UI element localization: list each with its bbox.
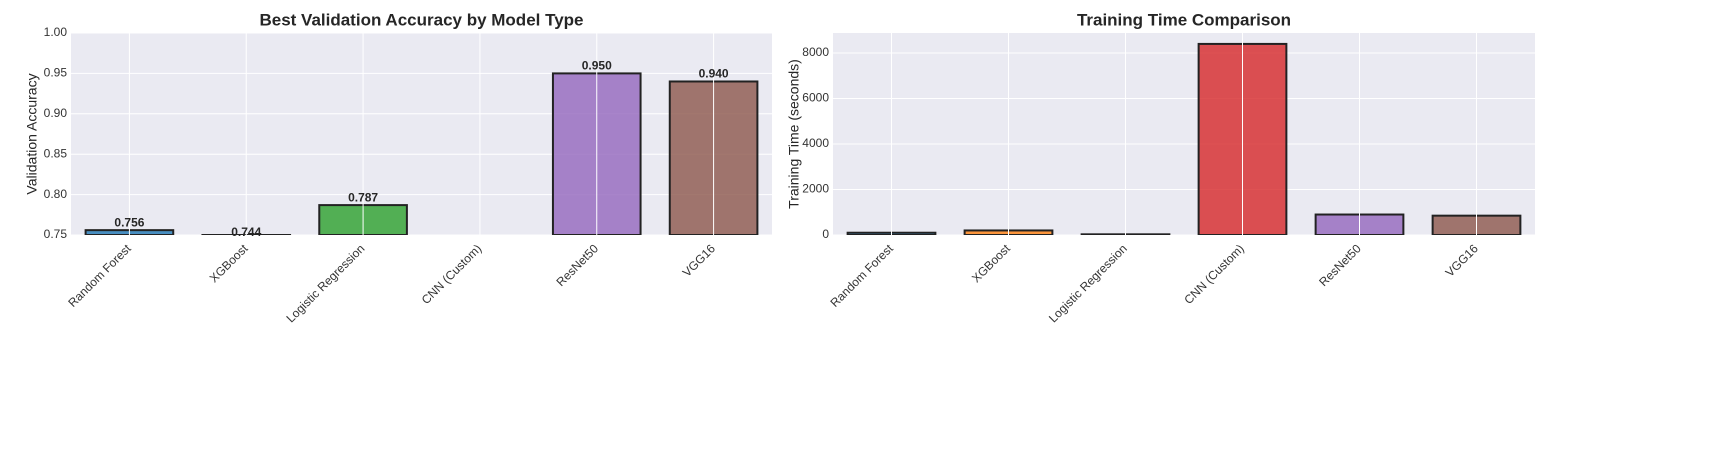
value-label: 0.940 [699, 67, 729, 81]
y-tick-label: 0.90 [44, 106, 68, 120]
x-tick-label: XGBoost [207, 241, 251, 285]
y-tick-label: 0 [822, 227, 829, 241]
y-tick-label: 1.00 [44, 25, 68, 39]
y-tick-label: 0.80 [44, 187, 68, 201]
x-tick-label: VGG16 [680, 241, 718, 279]
chart-title: Best Validation Accuracy by Model Type [259, 10, 583, 29]
plot-background [833, 33, 1535, 235]
x-tick-label: VGG16 [1443, 241, 1481, 279]
x-tick-label: ResNet50 [1316, 241, 1364, 289]
y-tick-label: 0.75 [44, 227, 68, 241]
value-label: 0.744 [231, 225, 261, 239]
x-tick-label: ResNet50 [553, 241, 601, 289]
value-label: 0.787 [348, 190, 378, 204]
y-axis-label: Validation Accuracy [24, 73, 40, 194]
value-label: 0.756 [114, 215, 144, 229]
y-tick-label: 6000 [802, 91, 829, 105]
chart-title: Training Time Comparison [1077, 10, 1291, 29]
plot-background [71, 33, 772, 235]
x-tick-label: Random Forest [65, 241, 134, 310]
y-tick-label: 8000 [802, 45, 829, 59]
value-label: 0.950 [582, 59, 612, 73]
x-tick-label: XGBoost [969, 241, 1013, 285]
x-tick-label: CNN (Custom) [1181, 241, 1247, 307]
y-tick-label: 0.85 [44, 146, 68, 160]
y-tick-label: 0.95 [44, 66, 68, 80]
x-tick-label: Random Forest [827, 241, 896, 310]
x-tick-label: CNN (Custom) [419, 241, 485, 307]
y-axis-label: Training Time (seconds) [786, 59, 802, 209]
y-tick-label: 4000 [802, 136, 829, 150]
x-tick-label: Logistic Regression [284, 241, 368, 325]
x-tick-label: Logistic Regression [1046, 241, 1130, 325]
y-tick-label: 2000 [802, 182, 829, 196]
